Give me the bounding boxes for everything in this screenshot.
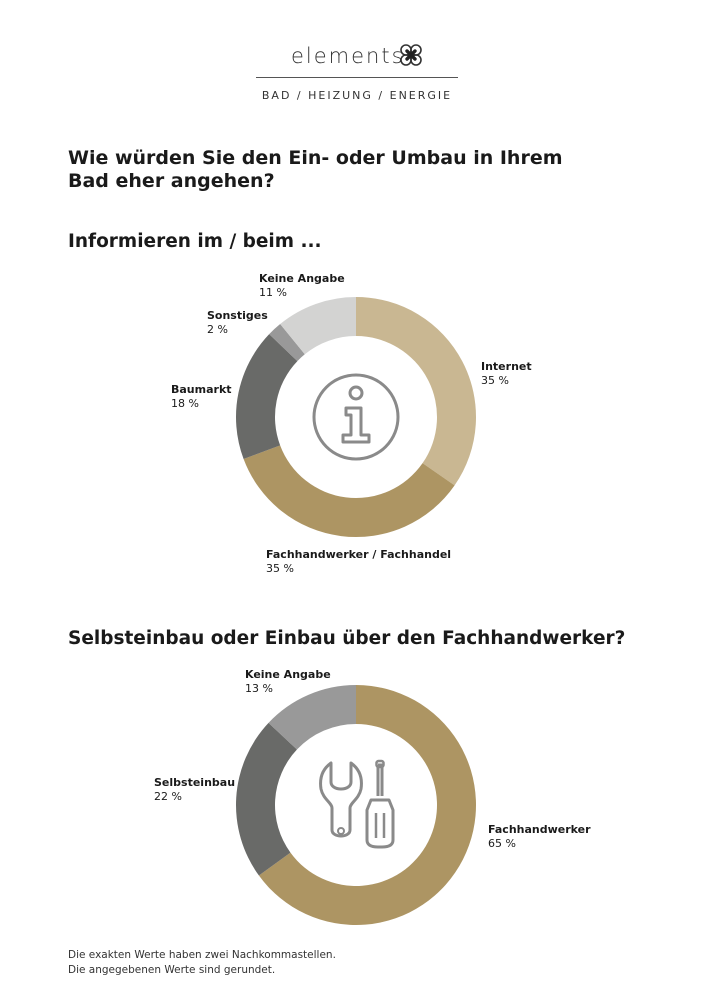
slice-label-name: Baumarkt <box>171 383 232 396</box>
donut-slice-selbsteinbau <box>236 722 297 876</box>
header-divider <box>256 77 458 78</box>
donut-slice-fachhandwerker <box>258 685 476 925</box>
slice-label-value: 18 % <box>171 397 199 410</box>
slice-label-name: Fachhandwerker <box>488 823 591 836</box>
footnote-line-2: Die angegebenen Werte sind gerundet. <box>68 964 276 976</box>
donut-slice-fachhandwerker-fachhandel <box>243 445 455 538</box>
brand-logo-icon <box>400 44 422 66</box>
donut-slice-keine-angabe <box>280 297 356 355</box>
slice-label-value: 11 % <box>259 286 287 299</box>
chart2-donut <box>236 685 476 925</box>
chart1-label-keine-angabe: Keine Angabe 11 % <box>259 272 345 300</box>
slice-label-name: Selbsteinbau <box>154 776 236 789</box>
donut-slice-internet <box>356 297 476 486</box>
slice-label-name: Keine Angabe <box>245 668 331 681</box>
footnote-line-1: Die exakten Werte haben zwei Nachkommast… <box>68 949 336 961</box>
donut-slice-keine-angabe <box>268 685 356 750</box>
chart2-label-keine-angabe: Keine Angabe 13 % <box>245 668 331 696</box>
chart1-title: Informieren im / beim ... <box>68 231 322 252</box>
brand-tagline: BAD / HEIZUNG / ENERGIE <box>261 89 453 102</box>
info-icon <box>312 373 400 461</box>
slice-label-name: Fachhandwerker / Fachhandel <box>266 548 452 561</box>
slice-label-name: Internet <box>481 360 532 373</box>
page-title: Wie würden Sie den Ein- oder Umbau in Ih… <box>68 147 563 192</box>
brand-logo-text: elements <box>291 44 405 68</box>
donut-slice-baumarkt <box>236 334 298 460</box>
slice-label-value: 65 % <box>488 837 516 850</box>
slice-label-name: Keine Angabe <box>259 272 345 285</box>
slice-label-value: 13 % <box>245 682 273 695</box>
chart2-title: Selbsteinbau oder Einbau über den Fachha… <box>68 628 626 649</box>
chart1-label-baumarkt: Baumarkt 18 % <box>171 383 232 411</box>
chart2-label-fachhandwerker: Fachhandwerker 65 % <box>488 823 591 851</box>
chart1-label-fachhandwerker: Fachhandwerker / Fachhandel 35 % <box>266 548 451 576</box>
slice-label-value: 22 % <box>154 790 182 803</box>
slice-label-name: Sonstiges <box>207 309 268 322</box>
donut-slice-sonstiges <box>269 324 305 362</box>
footnote: Die exakten Werte haben zwei Nachkommast… <box>68 948 336 978</box>
slice-label-value: 2 % <box>207 323 228 336</box>
chart1-donut <box>236 297 476 538</box>
chart1-label-sonstiges: Sonstiges 2 % <box>207 309 268 337</box>
slice-label-value: 35 % <box>266 562 294 575</box>
tools-icon <box>319 759 395 849</box>
chart1-label-internet: Internet 35 % <box>481 360 532 388</box>
slice-label-value: 35 % <box>481 374 509 387</box>
chart2-label-selbsteinbau: Selbsteinbau 22 % <box>154 776 235 804</box>
